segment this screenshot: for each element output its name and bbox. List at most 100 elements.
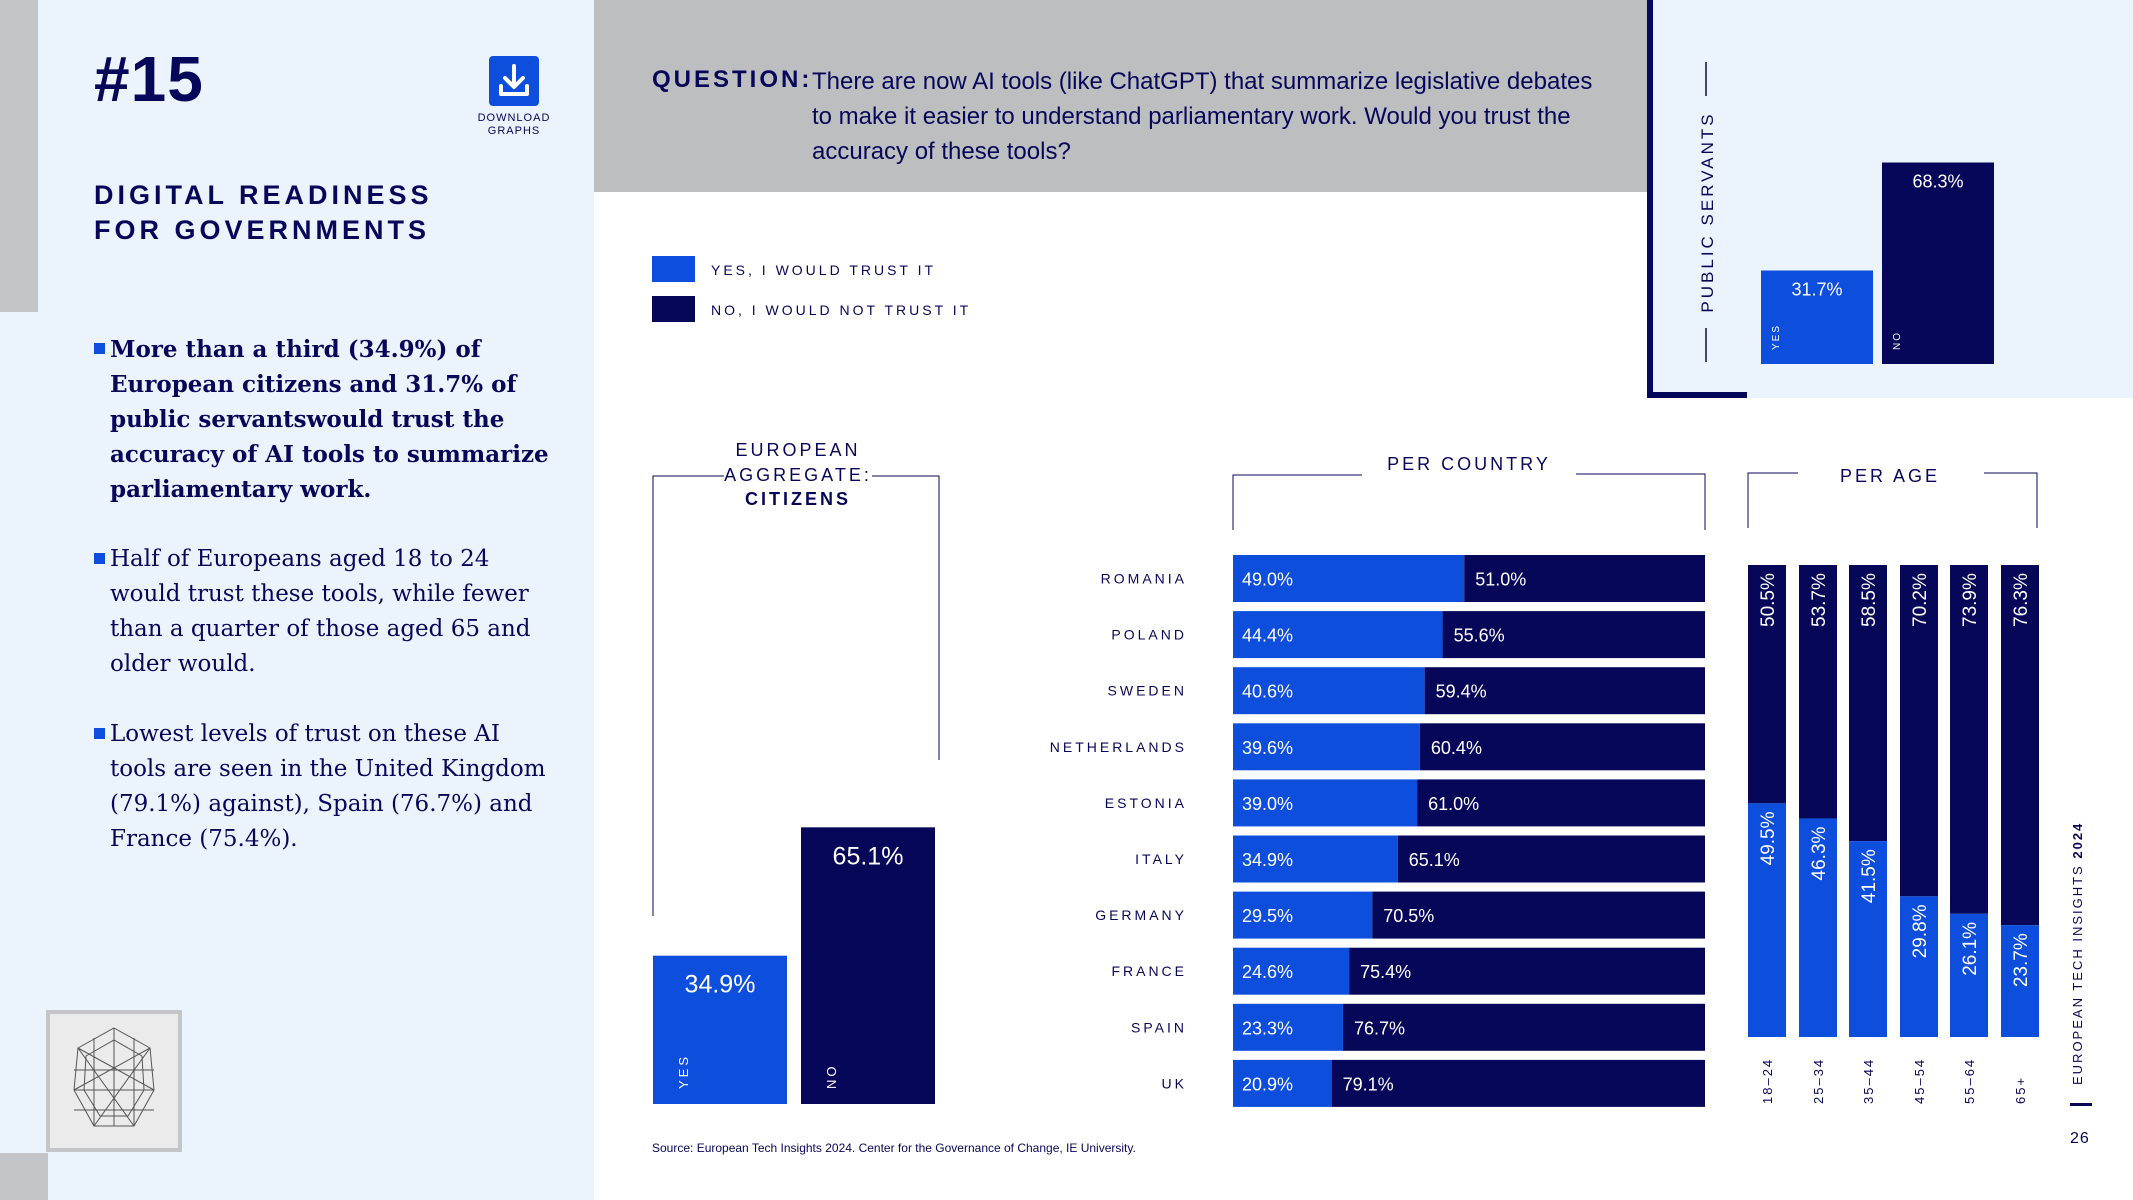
bracket	[652, 475, 724, 916]
age-label: 65+	[2013, 1076, 2028, 1104]
bullet-marker	[94, 728, 105, 739]
chart-title: PER AGE	[1840, 466, 1940, 486]
bar-segment-yes	[1950, 913, 1988, 1037]
data-label: 46.3%	[1809, 826, 1830, 880]
legend-label-yes: YES, I WOULD TRUST IT	[711, 262, 937, 278]
category-label: YES	[676, 1054, 691, 1089]
bar-segment-no	[1424, 667, 1705, 715]
download-icon	[499, 64, 529, 96]
data-label: 20.9%	[1242, 1074, 1293, 1094]
bar-segment-yes	[1799, 818, 1837, 1037]
data-label: 34.9%	[1242, 850, 1293, 870]
footer-rule	[2070, 1103, 2092, 1106]
decorative-strip	[0, 0, 38, 312]
country-label: SWEDEN	[1108, 683, 1187, 699]
country-label: UK	[1162, 1075, 1187, 1091]
legend-swatch-no	[652, 296, 695, 322]
bar-segment-no	[1342, 1003, 1705, 1051]
page-number: 26	[2070, 1130, 2090, 1147]
data-label: 68.3%	[1912, 172, 1963, 192]
section-title: DIGITAL READINESS FOR GOVERNMENTS	[94, 180, 433, 245]
data-label: 51.0%	[1475, 570, 1526, 590]
bar-segment-no	[1372, 891, 1705, 939]
data-label: 34.9%	[685, 971, 756, 999]
data-label: 73.9%	[1960, 573, 1981, 627]
bar-segment-yes	[1233, 611, 1443, 659]
age-label: 25–34	[1811, 1058, 1826, 1104]
data-label: 53.7%	[1809, 573, 1830, 627]
data-label: 75.4%	[1360, 962, 1411, 982]
data-label: 23.7%	[2011, 933, 2032, 987]
bar-segment-no	[1950, 565, 1988, 914]
data-label: 76.7%	[1354, 1018, 1405, 1038]
bar-segment-yes	[1849, 841, 1887, 1037]
bar-segment-no	[1331, 1059, 1705, 1107]
data-label: 29.8%	[1910, 904, 1931, 958]
bar-segment-yes	[2001, 925, 2039, 1037]
age-label: 45–54	[1912, 1058, 1927, 1104]
country-label: FRANCE	[1111, 963, 1187, 979]
data-label: 50.5%	[1758, 573, 1779, 627]
data-label: 60.4%	[1431, 738, 1482, 758]
bar-segment-yes	[1233, 947, 1350, 995]
bar-segment-yes	[1233, 667, 1425, 715]
bar-segment-yes	[1233, 723, 1420, 771]
bar-yes	[653, 955, 787, 1104]
category-label: NO	[824, 1064, 839, 1090]
download-graphs-button[interactable]	[489, 56, 539, 106]
decorative-strip	[0, 1153, 48, 1200]
bar-segment-no	[1849, 565, 1887, 842]
country-label: NETHERLANDS	[1050, 739, 1187, 755]
data-label: 39.6%	[1242, 738, 1293, 758]
data-label: 39.0%	[1242, 794, 1293, 814]
data-label: 65.1%	[1409, 850, 1460, 870]
bar-segment-yes	[1233, 555, 1465, 602]
bullet-point: Half of Europeans aged 18 to 24 would tr…	[94, 542, 554, 682]
bar-segment-no	[1900, 565, 1938, 897]
bar-segment-no	[2001, 565, 2039, 926]
bar-segment-no	[1397, 835, 1705, 883]
panel-frame	[1647, 0, 1653, 398]
data-label: 41.5%	[1859, 849, 1880, 903]
bar-segment-no	[1349, 947, 1705, 995]
panel-frame	[1647, 392, 1747, 398]
bar-segment-no	[1419, 723, 1705, 771]
bar-segment-yes	[1900, 896, 1938, 1037]
bar-segment-no	[1442, 611, 1705, 659]
legend-label-no: NO, I WOULD NOT TRUST IT	[711, 302, 972, 318]
data-label: 59.4%	[1436, 682, 1487, 702]
bar-segment-no	[1748, 565, 1786, 804]
download-graphs-label[interactable]: DOWNLOAD GRAPHS	[477, 112, 551, 137]
geometric-sphere-icon	[73, 1027, 155, 1127]
page-number-tag: #15	[94, 43, 204, 115]
bar-no	[801, 827, 935, 1104]
bar-segment-no	[1799, 565, 1837, 819]
footer-brand: EUROPEAN TECH INSIGHTS 2024	[2070, 821, 2085, 1085]
bracket	[1576, 473, 1706, 530]
data-label: 58.5%	[1859, 573, 1880, 627]
data-label: 65.1%	[833, 842, 904, 870]
question-text: There are now AI tools (like ChatGPT) th…	[812, 68, 1593, 165]
chart-title: PER COUNTRY	[1387, 454, 1551, 474]
bullet-marker	[94, 343, 105, 354]
bar-segment-yes	[1233, 1059, 1332, 1107]
left-panel	[0, 0, 594, 1200]
bar-segment-no	[1464, 555, 1705, 602]
data-label: 49.5%	[1758, 811, 1779, 865]
chart-title: AGGREGATE:	[724, 465, 872, 485]
bullet-marker	[94, 553, 105, 564]
bar-segment-yes	[1233, 835, 1398, 883]
bar-segment-yes	[1748, 803, 1786, 1037]
age-label: 55–64	[1962, 1058, 1977, 1104]
chart-title: PUBLIC SERVANTS	[1698, 111, 1717, 312]
bar-segment-no	[1417, 779, 1705, 827]
bar-no	[1882, 162, 1994, 364]
bracket	[872, 475, 940, 760]
data-label: 40.6%	[1242, 682, 1293, 702]
data-label: 23.3%	[1242, 1018, 1293, 1038]
bullet-point: Lowest levels of trust on these AI tools…	[94, 717, 554, 857]
bar-segment-yes	[1233, 1003, 1343, 1051]
legend-swatch-yes	[652, 256, 695, 282]
data-label: 31.7%	[1791, 279, 1842, 299]
data-label: 55.6%	[1454, 626, 1505, 646]
